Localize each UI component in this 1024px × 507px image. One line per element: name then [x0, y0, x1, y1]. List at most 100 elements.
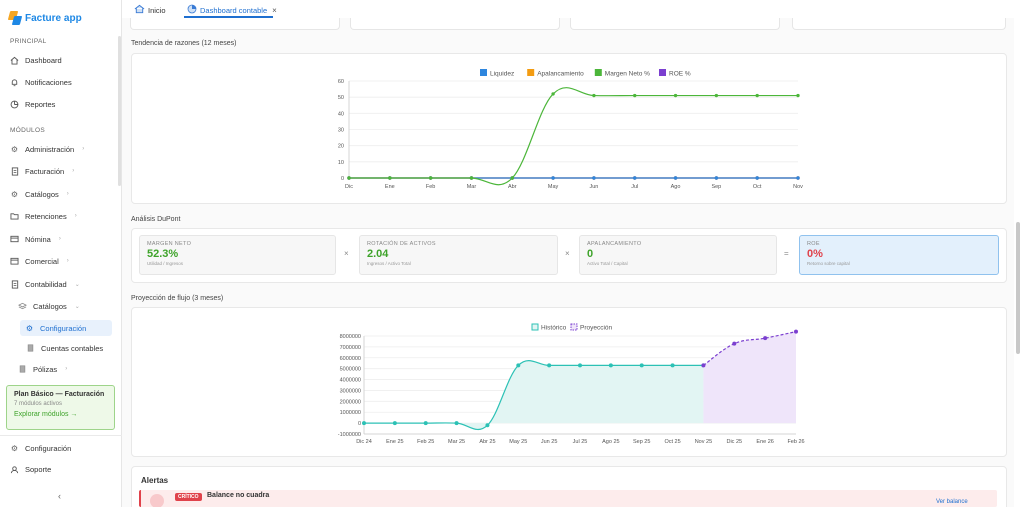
- dupont-card-roe: ROE 0% Retorno sobre capital: [799, 235, 999, 275]
- kpi-card: [350, 18, 560, 30]
- data-point: [592, 176, 596, 180]
- x-tick-label: Nov 25: [695, 439, 712, 445]
- data-point: [673, 93, 678, 98]
- sidebar-item-configuracion-footer[interactable]: ⚙ Configuración: [10, 443, 72, 453]
- data-point: [673, 176, 678, 180]
- plan-card: Plan Básico — Facturación 7 módulos acti…: [6, 385, 115, 430]
- data-point: [547, 363, 552, 368]
- data-point: [551, 92, 555, 96]
- y-tick-label: 50: [338, 95, 344, 101]
- y-tick-label: 10: [338, 160, 344, 166]
- view-balance-link[interactable]: Ver balance: [936, 499, 968, 505]
- data-point: [388, 176, 392, 180]
- explore-modules-link[interactable]: Explorar módulos →: [14, 411, 78, 418]
- chevron-right-icon: ›: [72, 168, 75, 174]
- flow-chart: Histórico Proyección -1000000 0 1000000 20000…: [338, 323, 805, 445]
- legend-label-2: Margen Neto %: [605, 71, 650, 78]
- home-icon: [10, 56, 19, 65]
- x-tick-label: Ago: [671, 184, 681, 190]
- gear-icon: ⚙: [10, 189, 19, 199]
- x-tick-label: Dic 25: [726, 439, 742, 445]
- y-tick-label: 7000000: [340, 345, 361, 351]
- tab-inicio[interactable]: Inicio: [134, 4, 166, 16]
- dupont-card-rotacion: ROTACIÓN DE ACTIVOS 2.04 Ingresos / Acti…: [359, 235, 558, 275]
- data-point: [608, 363, 613, 368]
- legend-swatch-3: [659, 69, 666, 76]
- alerts-title: Alertas: [141, 476, 169, 485]
- chevron-right-icon: ›: [74, 213, 77, 219]
- chevron-down-icon: ⌄: [74, 281, 80, 288]
- data-point: [794, 329, 798, 334]
- chevron-right-icon: ›: [66, 258, 69, 264]
- y-tick-label: 5000000: [340, 367, 361, 373]
- y-tick-label: 0: [341, 176, 344, 182]
- sidebar-scrollbar[interactable]: [118, 36, 121, 186]
- sidebar-item-administracion[interactable]: ⚙ Administración ›: [10, 144, 85, 154]
- collapse-sidebar-icon[interactable]: ‹: [58, 491, 61, 501]
- sidebar-item-contabilidad[interactable]: Contabilidad ⌄: [10, 277, 80, 291]
- sidebar-item-sub-catalogos[interactable]: Catálogos ⌄: [18, 299, 80, 313]
- sidebar-item-configuracion[interactable]: ⚙ Configuración: [20, 320, 112, 336]
- tab-dashboard-contable[interactable]: Dashboard contable ×: [187, 4, 277, 16]
- data-point: [633, 93, 637, 98]
- brand-logo-icon: [7, 11, 23, 25]
- sidebar-item-polizas[interactable]: Pólizas ›: [18, 362, 67, 376]
- sidebar-item-retenciones[interactable]: Retenciones ›: [10, 209, 77, 223]
- x-tick-label: Sep 25: [633, 439, 650, 445]
- legend-swatch-1: [527, 69, 535, 76]
- sidebar-item-reportes[interactable]: Reportes: [10, 97, 55, 111]
- chevron-right-icon: ›: [65, 366, 68, 372]
- sidebar-item-notificaciones[interactable]: Notificaciones: [10, 75, 72, 89]
- bell-icon: [10, 78, 19, 87]
- projection-line: [703, 331, 797, 366]
- sidebar-item-soporte[interactable]: Soporte: [10, 462, 51, 476]
- kpi-card: [570, 18, 780, 30]
- page-scrollbar[interactable]: [1016, 222, 1020, 354]
- chevron-right-icon: ›: [58, 236, 61, 242]
- legend-swatch-0: [480, 69, 487, 76]
- plan-title: Plan Básico — Facturación: [14, 391, 105, 398]
- x-tick-label: Ene 25: [386, 439, 403, 445]
- data-point: [763, 336, 768, 341]
- brand[interactable]: Facture app: [7, 11, 82, 25]
- data-point: [670, 363, 675, 368]
- data-point: [551, 176, 555, 180]
- x-tick-label: Feb 25: [417, 439, 434, 445]
- data-point: [701, 363, 706, 368]
- sidebar-item-facturacion[interactable]: Facturación ›: [10, 164, 74, 178]
- y-tick-label: 3000000: [340, 388, 361, 394]
- gear-icon: ⚙: [10, 443, 19, 453]
- section-label-modulos: MÓDULOS: [10, 127, 45, 134]
- x-tick-label: Jun 25: [541, 439, 558, 445]
- x-tick-label: Ago 25: [602, 439, 619, 445]
- series-line-2: [349, 87, 798, 186]
- data-point: [714, 176, 719, 180]
- x-tick-label: Sep: [711, 184, 721, 190]
- dupont-operator: ×: [344, 249, 349, 258]
- sidebar-item-dashboard[interactable]: Dashboard: [10, 53, 62, 67]
- data-point: [796, 93, 800, 98]
- sidebar-item-cuentas-contables[interactable]: Cuentas contables: [26, 341, 103, 355]
- x-tick-label: Jul 25: [573, 439, 588, 445]
- data-point: [796, 176, 800, 180]
- x-tick-label: Ene: [385, 184, 395, 190]
- close-tab-icon[interactable]: ×: [272, 5, 277, 15]
- data-point: [755, 176, 759, 180]
- x-tick-label: Mar 25: [448, 439, 465, 445]
- x-tick-label: Oct 25: [664, 439, 680, 445]
- folder-icon: [10, 257, 19, 266]
- sidebar-item-comercial[interactable]: Comercial ›: [10, 254, 69, 268]
- dupont-operator: ×: [565, 249, 570, 258]
- data-point: [347, 176, 351, 180]
- x-tick-label: Abr: [508, 184, 517, 190]
- y-tick-label: 2000000: [340, 399, 361, 405]
- sidebar-item-nomina[interactable]: Nómina ›: [10, 232, 61, 246]
- home-icon: [134, 4, 145, 16]
- y-tick-label: 40: [338, 111, 344, 117]
- sidebar-item-catalogos[interactable]: ⚙ Catálogos ›: [10, 189, 69, 199]
- folder-icon: [10, 212, 19, 221]
- y-tick-label: 0: [358, 421, 361, 427]
- x-tick-label: Oct: [753, 184, 762, 190]
- data-point: [485, 423, 490, 428]
- data-point: [732, 341, 737, 346]
